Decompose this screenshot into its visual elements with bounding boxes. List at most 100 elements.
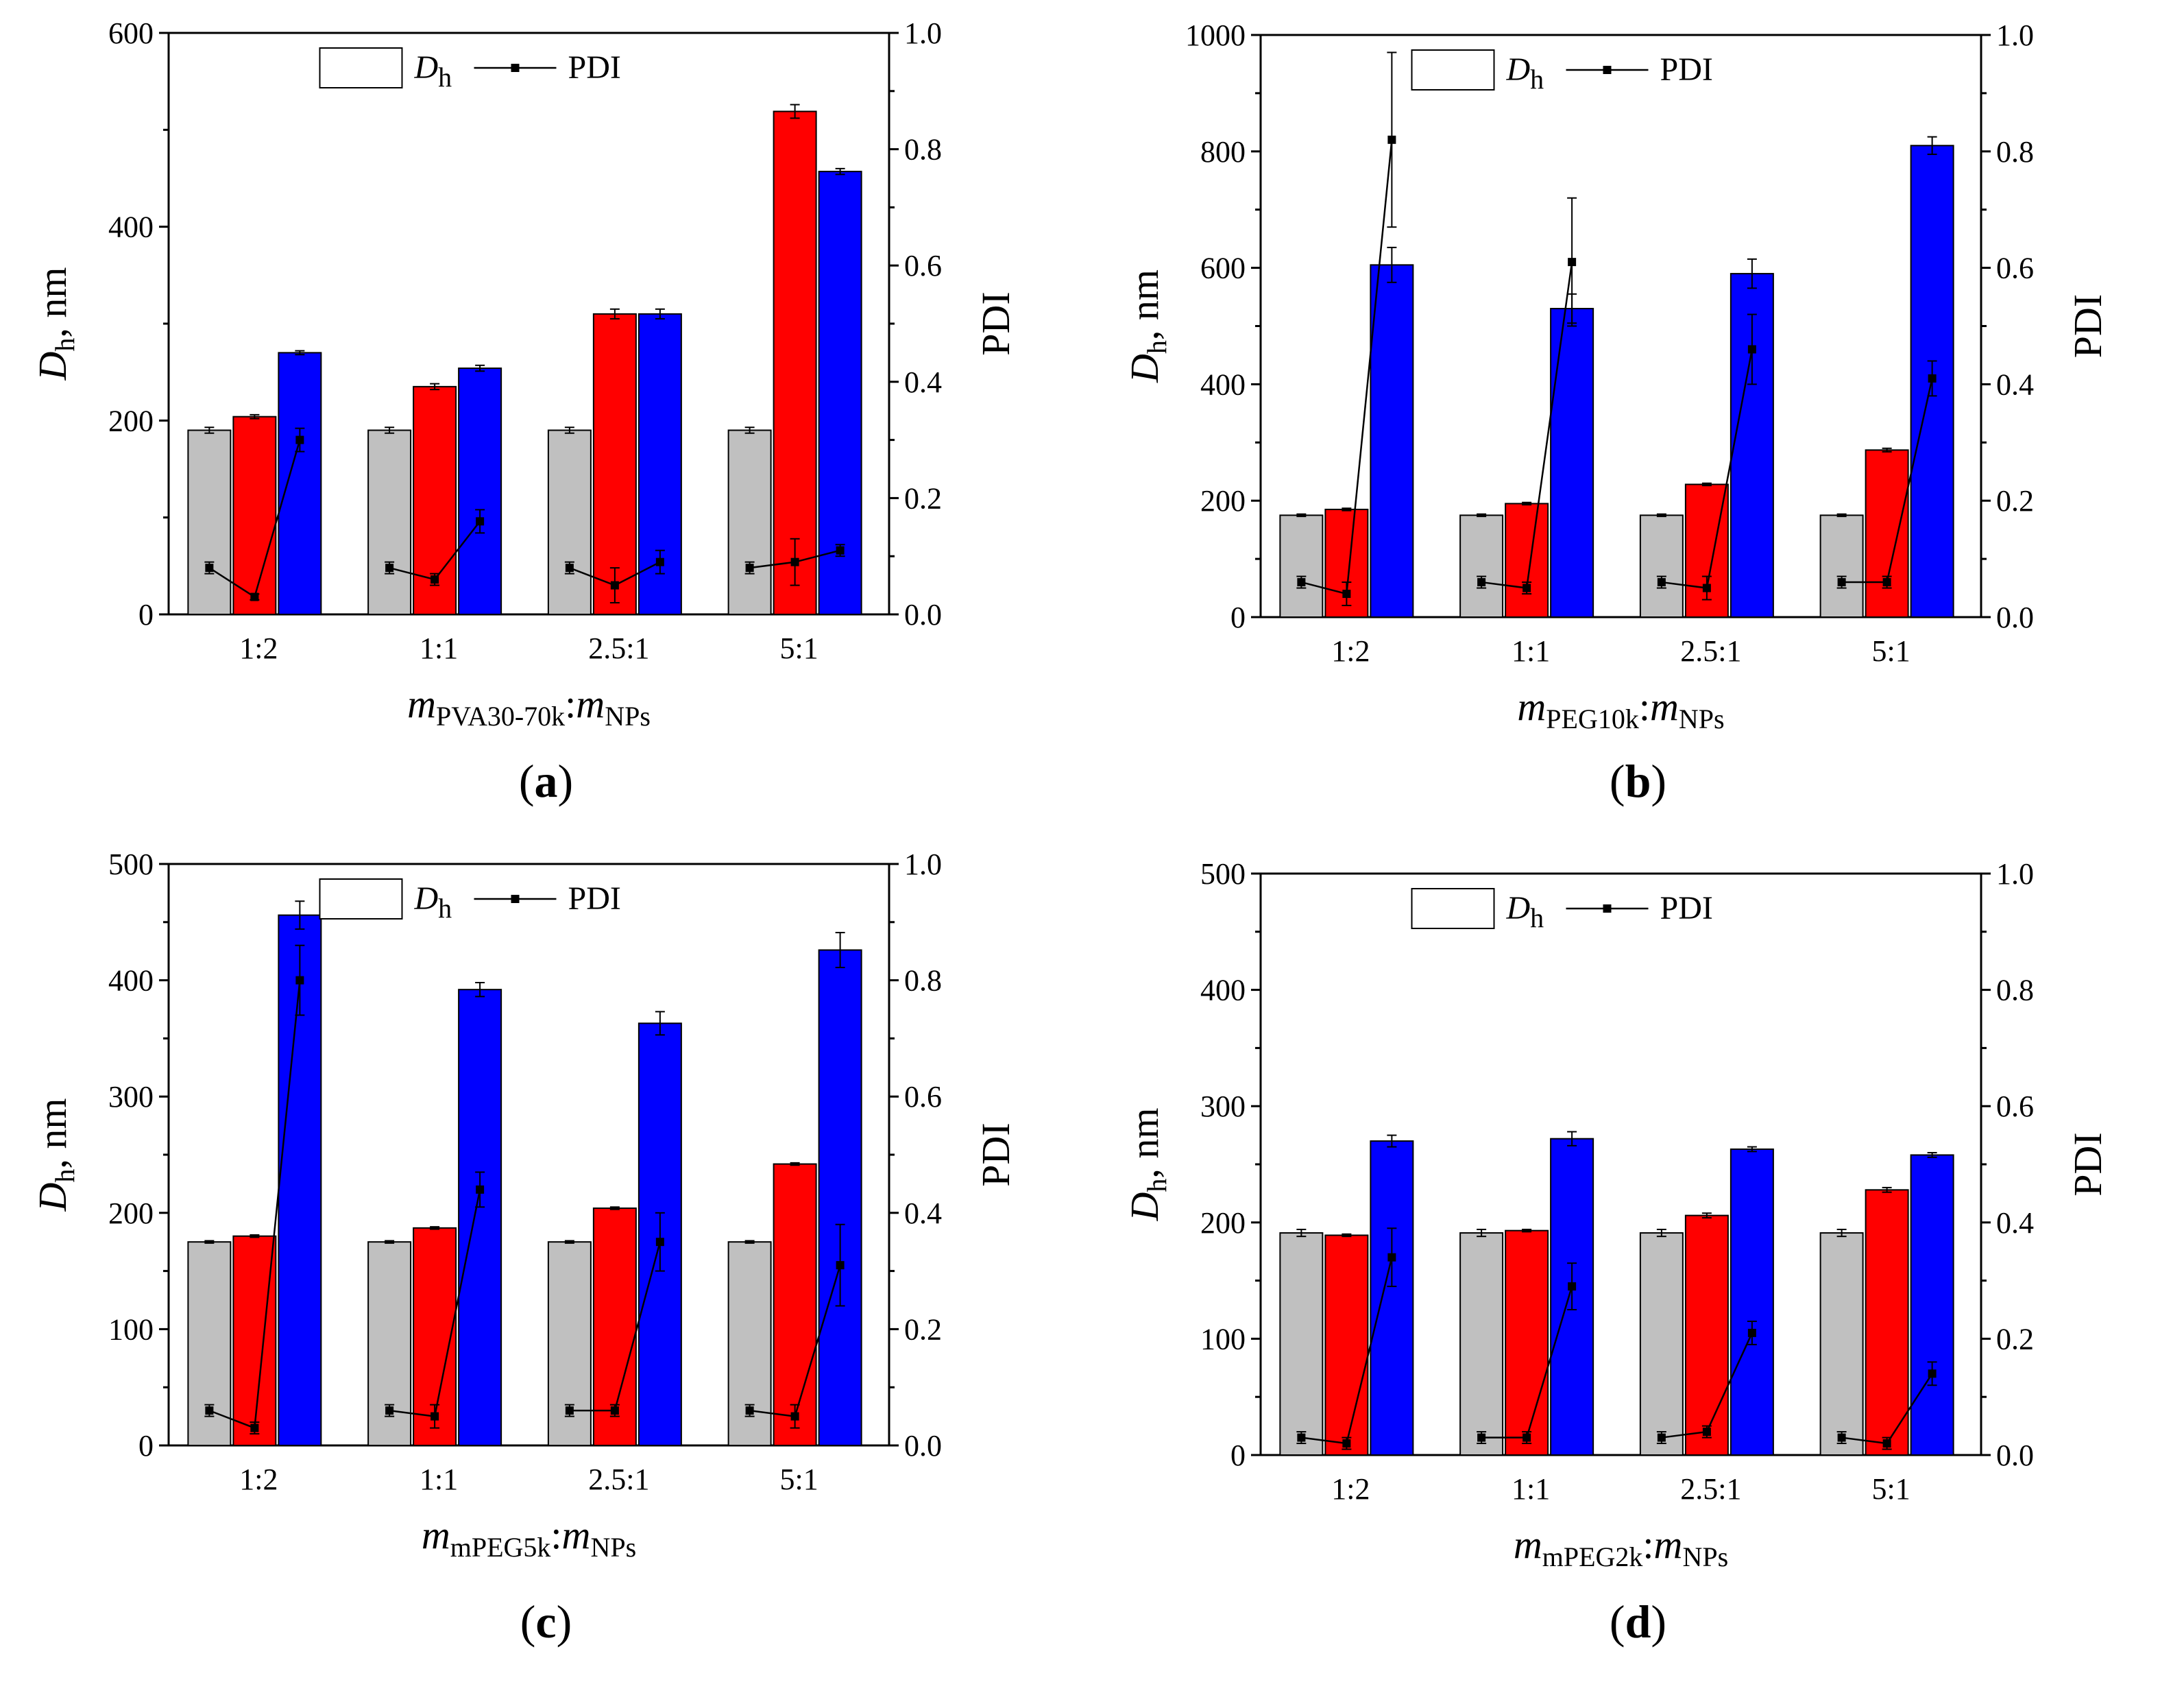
y-axis-title-d: D: [30, 352, 75, 381]
y-tick-label: 0: [1230, 601, 1246, 634]
bar: [1505, 503, 1549, 618]
legend-swatch-bar: [319, 878, 403, 920]
x-axis-title-m2: m: [1654, 1522, 1683, 1567]
y2-tick-label: 1.0: [904, 16, 942, 50]
legend-swatch-marker: [511, 895, 520, 903]
panel-c: 0 100 200 300 400 500 0.0 0.2 0.4 0.6 0.8 1.0 1:2 1:1…: [0, 841, 1092, 1681]
y-tick-label: 400: [108, 211, 154, 244]
x-tick-label: 5:1: [1872, 1472, 1910, 1506]
pdi-point: [385, 1406, 394, 1415]
pdi-point: [1297, 1433, 1306, 1442]
y-tick-label: 200: [1200, 484, 1246, 518]
y-axis-title-unit: , nm: [30, 267, 75, 337]
y-tick-label: 200: [1200, 1206, 1246, 1240]
y-axis-title-unit: , nm: [1122, 1107, 1167, 1178]
x-axis-title-sub: PEG10k: [1546, 704, 1639, 734]
bar: [232, 1235, 277, 1446]
panel-label: (d): [1609, 1596, 1667, 1648]
pdi-point: [790, 557, 799, 566]
pdi-point: [1477, 578, 1486, 587]
bar: [1370, 1140, 1414, 1456]
x-tick-label: 2.5:1: [1680, 634, 1741, 668]
legend-label-sub: h: [1530, 64, 1544, 95]
x-tick-label: 1:2: [239, 1463, 278, 1496]
bar: [1459, 514, 1504, 618]
pdi-point: [1387, 1253, 1396, 1262]
x-tick-label: 1:2: [239, 632, 278, 665]
y2-tick-label: 0.8: [1996, 974, 2034, 1007]
pdi-point: [655, 1238, 664, 1247]
x-axis-title-colon: :: [550, 1513, 561, 1557]
bar: [1639, 514, 1684, 618]
x-axis-title-m2: m: [562, 1513, 591, 1557]
pdi-point: [1342, 590, 1351, 599]
y2-tick-label: 0.0: [1996, 1439, 2034, 1472]
x-axis-title: mPVA30-70k:mNPs: [407, 682, 651, 732]
x-tick-label: 5:1: [1872, 634, 1910, 668]
y2-tick-label: 0.0: [904, 1429, 942, 1463]
pdi-point: [1342, 1439, 1351, 1448]
legend-label-d: D: [414, 880, 439, 917]
y2-tick-label: 0.2: [1996, 1322, 2034, 1356]
pdi-point: [205, 1406, 214, 1415]
legend-label-d: D: [1506, 890, 1531, 926]
y-tick-label: 1000: [1185, 19, 1246, 52]
x-tick-label: 5:1: [780, 632, 818, 665]
y-axis-title-sub: h: [1141, 1179, 1172, 1192]
y2-tick-label: 0.4: [1996, 1206, 2034, 1240]
x-axis-title: mmPEG2k:mNPs: [1514, 1522, 1728, 1572]
pdi-point: [295, 976, 304, 985]
x-axis-title-m: m: [407, 682, 436, 726]
x-axis-title-colon: :: [1642, 1522, 1653, 1567]
panel-label: (a): [518, 755, 574, 807]
pdi-point: [1387, 135, 1396, 144]
x-tick-label: 1:1: [1512, 634, 1550, 668]
pdi-point: [1702, 1428, 1711, 1437]
y-axis-title-d: D: [1122, 1192, 1167, 1222]
x-axis-title-sub: mPEG2k: [1542, 1541, 1643, 1572]
bar: [547, 429, 592, 615]
bar: [187, 429, 232, 615]
pdi-point: [745, 1406, 754, 1415]
y2-tick-label: 0.4: [904, 1197, 942, 1230]
y-tick-label: 100: [1200, 1322, 1246, 1356]
pdi-point: [1747, 345, 1756, 354]
bar: [278, 914, 322, 1446]
y2-axis-title: PDI: [2065, 294, 2110, 358]
x-axis-title-colon: :: [1639, 684, 1650, 729]
y-axis-title: Dh, nm: [1122, 269, 1172, 383]
chart-svg: 0 200 400 600 800 1000 0.0 0.2 0.4 0.6 0.8 1.0 1:2 1:…: [1122, 19, 2110, 734]
y-axis-title-sub: h: [1141, 340, 1172, 354]
bar: [278, 352, 322, 616]
y-tick-label: 600: [108, 16, 154, 50]
legend-label-dh: Dh: [1506, 51, 1544, 95]
y-tick-label: 100: [108, 1312, 154, 1346]
bar: [1324, 1234, 1369, 1456]
x-axis-title-m: m: [1514, 1522, 1542, 1567]
bar: [773, 1163, 817, 1446]
pdi-point: [1657, 578, 1666, 587]
y-tick-label: 300: [1200, 1090, 1246, 1123]
y-tick-label: 600: [1200, 252, 1246, 285]
bar: [1865, 449, 1909, 618]
bar: [592, 1208, 637, 1446]
pdi-point: [1657, 1433, 1666, 1442]
legend-label-pdi: PDI: [568, 880, 621, 917]
pdi-point: [1297, 578, 1306, 587]
pdi-point: [250, 592, 259, 601]
bar: [232, 416, 277, 615]
chart-svg: 0 100 200 300 400 500 0.0 0.2 0.4 0.6 0.8 1.0 1:2 1:1…: [1122, 857, 2110, 1572]
pdi-point: [1522, 1433, 1531, 1442]
pdi-point: [1882, 578, 1891, 587]
pdi-point: [1837, 578, 1846, 587]
y2-tick-label: 0.2: [904, 481, 942, 515]
x-axis-title-sub2: NPs: [605, 701, 651, 732]
y-tick-label: 800: [1200, 135, 1246, 169]
bar: [1639, 1232, 1684, 1456]
bar: [1865, 1189, 1909, 1456]
legend-label-sub: h: [1530, 902, 1544, 933]
x-tick-label: 1:1: [1512, 1472, 1550, 1506]
pdi-point: [205, 564, 214, 573]
x-axis-title: mPEG10k:mNPs: [1517, 684, 1724, 734]
pdi-point: [1568, 258, 1577, 267]
